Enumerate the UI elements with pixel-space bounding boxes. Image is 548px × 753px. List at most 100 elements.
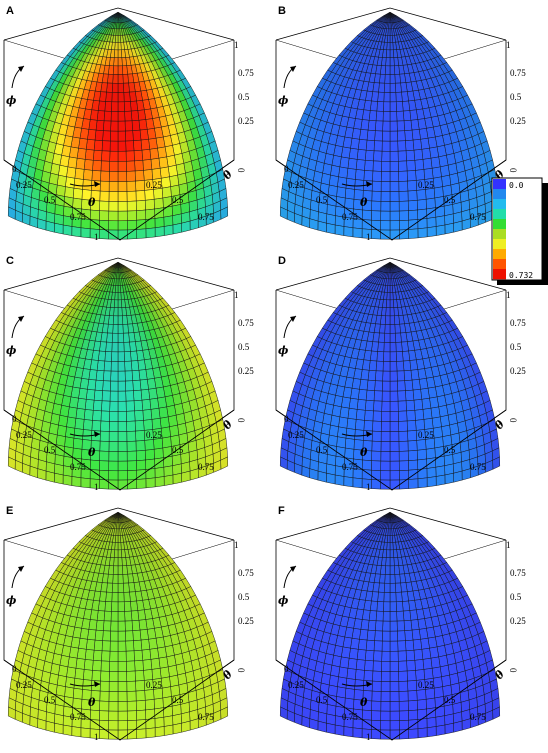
surface-cell	[117, 661, 127, 672]
surface-cell	[117, 307, 123, 317]
surface-cell	[397, 630, 406, 642]
surface-cell	[65, 176, 76, 189]
surface-cell	[389, 130, 398, 142]
surface-cell	[363, 670, 374, 682]
surface-cell	[367, 370, 377, 381]
surface-cell	[416, 699, 427, 711]
surface-cell	[141, 649, 152, 661]
tick-phi-right: 0.25	[510, 616, 526, 626]
surface-cell	[394, 73, 401, 84]
surface-cell	[397, 130, 406, 142]
surface-cell	[389, 140, 399, 152]
tick-theta-right: 0.5	[444, 695, 456, 705]
surface-cell	[131, 370, 141, 381]
surface-cell	[400, 82, 408, 93]
surface-cell	[444, 222, 454, 235]
surface-cell	[395, 351, 404, 362]
surface-cell	[381, 150, 391, 162]
surface-cell	[373, 640, 383, 652]
surface-cell	[396, 370, 405, 382]
tick-theta-left: 0.25	[288, 430, 304, 440]
surface-cell	[352, 477, 363, 489]
surface-cell	[326, 472, 336, 485]
phi-arrowhead-icon	[290, 566, 296, 572]
surface-cell	[389, 181, 400, 192]
surface-cell	[381, 161, 391, 172]
surface-cell	[394, 65, 400, 75]
tick-theta-right: 0.5	[444, 195, 456, 205]
surface-cell	[144, 189, 155, 201]
tick-zero: 0	[12, 164, 17, 174]
surface-cell	[117, 111, 126, 122]
surface-cell	[134, 420, 145, 432]
surface-cell	[109, 390, 119, 402]
surface-cell	[389, 601, 397, 612]
surface-cell	[399, 469, 409, 481]
tick-theta-left: 0.5	[44, 195, 56, 205]
surface-cell	[142, 409, 153, 421]
surface-cell	[389, 620, 398, 632]
surface-cell	[389, 630, 398, 642]
box-top-edge	[3, 257, 235, 291]
tick-theta-left: 0.75	[70, 212, 86, 222]
surface-cell	[130, 110, 140, 122]
surface-cell	[426, 476, 437, 488]
surface-cell	[99, 460, 110, 471]
colorbar: 0.0 0.732	[491, 177, 548, 285]
surface-cell	[416, 689, 427, 701]
surface-cell	[108, 720, 119, 731]
surface-cell	[131, 120, 141, 131]
surface-cell	[126, 200, 137, 212]
surface-cell	[73, 428, 84, 440]
surface-cell	[382, 370, 391, 382]
surface-cell	[140, 389, 151, 401]
surface-cell	[148, 387, 158, 400]
surface-cell	[167, 414, 178, 428]
tick-theta-right: 0.75	[198, 462, 214, 472]
surface-cell	[389, 565, 396, 575]
surface-cell	[435, 455, 445, 468]
panel-label: D	[278, 255, 286, 267]
surface-cell	[317, 220, 327, 233]
colorbar-swatch	[493, 269, 506, 280]
surface-cell	[110, 611, 119, 622]
surface-cell	[100, 660, 110, 672]
surface-cell	[389, 120, 398, 132]
surface-cell	[99, 190, 110, 202]
surface-cell	[364, 660, 374, 672]
surface-cell	[444, 722, 454, 735]
surface-cell	[398, 160, 408, 172]
surface-cell	[130, 610, 140, 622]
surface-cell	[384, 324, 391, 334]
surface-cell	[413, 399, 424, 411]
tick-theta-left: 0.75	[70, 712, 86, 722]
surface-cell	[108, 210, 119, 222]
surface-cell	[117, 710, 128, 722]
surface-cell	[151, 668, 162, 680]
surface-cell	[117, 557, 123, 567]
surface-cell	[117, 671, 128, 682]
surface-cell	[135, 200, 146, 211]
surface-cell	[101, 150, 111, 162]
surface-cell	[389, 42, 394, 51]
surface-cell	[382, 620, 391, 632]
surface-cell	[108, 220, 119, 231]
surface-cell	[407, 430, 417, 442]
surface-cell	[129, 591, 137, 602]
tick-phi-right: 0.5	[238, 592, 250, 602]
surface-cell	[95, 620, 105, 631]
surface-cell	[110, 370, 119, 382]
surface-cell	[417, 208, 428, 220]
surface-cell	[444, 472, 454, 485]
surface-cell	[108, 681, 119, 692]
surface-cell	[411, 379, 421, 391]
surface-cell	[381, 400, 391, 412]
surface-cell	[101, 390, 111, 402]
tick-phi-right: 0.25	[238, 116, 254, 126]
surface-cell	[344, 187, 355, 200]
surface-cell	[95, 370, 105, 381]
surface-cell	[432, 676, 443, 689]
surface-cell	[389, 278, 393, 286]
surface-cell	[383, 82, 391, 93]
surface-cell	[354, 429, 365, 441]
